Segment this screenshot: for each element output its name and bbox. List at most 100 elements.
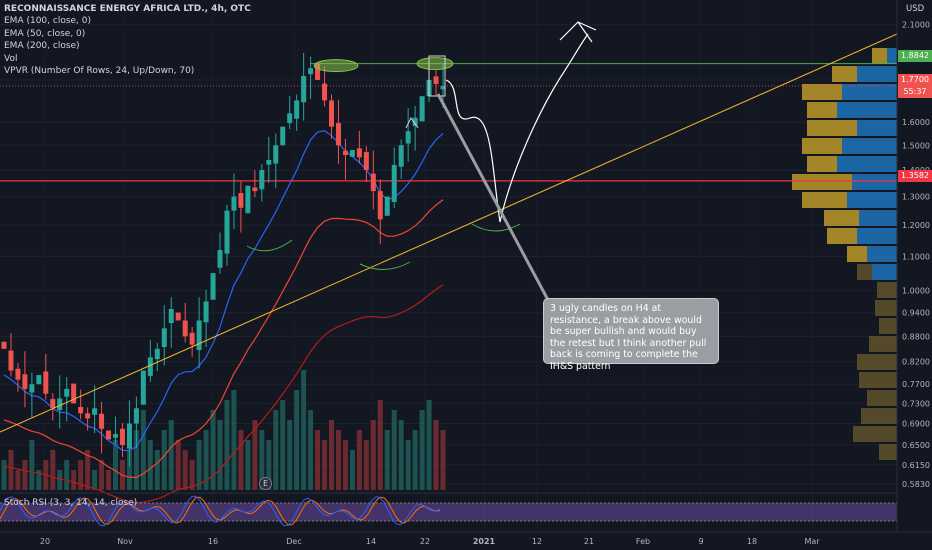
candle-body bbox=[391, 164, 397, 202]
volume-bar bbox=[238, 430, 244, 490]
candle-body bbox=[287, 113, 293, 124]
candle-body bbox=[57, 398, 63, 411]
candle-body bbox=[8, 350, 14, 371]
volume-bar bbox=[384, 430, 390, 490]
currency-label[interactable]: USD bbox=[906, 4, 925, 14]
vpvr-down-bar bbox=[802, 192, 847, 208]
volume-bar bbox=[29, 440, 35, 490]
time-tick-label: 22 bbox=[420, 537, 430, 546]
volume-bar bbox=[36, 470, 42, 490]
volume-bar bbox=[147, 440, 153, 490]
volume-bar bbox=[252, 420, 258, 490]
candle-body bbox=[245, 185, 251, 214]
volume-bar bbox=[287, 420, 293, 490]
candle-body bbox=[15, 368, 21, 380]
ema-lines bbox=[3, 130, 444, 504]
volume-bar bbox=[280, 400, 286, 490]
vpvr-up-bar bbox=[847, 192, 897, 208]
vpvr-up-bar bbox=[837, 156, 897, 172]
chart-legend: RECONNAISSANCE ENERGY AFRICA LTD., 4h, O… bbox=[4, 3, 251, 77]
candle-body bbox=[259, 170, 265, 190]
candle-body bbox=[342, 150, 348, 155]
volume-bar bbox=[57, 470, 63, 490]
support-price-tag: 1.3582 bbox=[898, 170, 932, 182]
head-curve bbox=[359, 261, 411, 270]
small-drawing bbox=[405, 117, 419, 129]
volume-bar bbox=[335, 430, 341, 490]
price-tick-label: 1.2000 bbox=[902, 221, 930, 230]
vpvr-down-bar bbox=[807, 102, 837, 118]
candle-body bbox=[405, 131, 411, 144]
symbol-title[interactable]: RECONNAISSANCE ENERGY AFRICA LTD., 4h, O… bbox=[4, 4, 251, 14]
vpvr-up-bar bbox=[842, 84, 897, 100]
volume-bar bbox=[133, 430, 139, 490]
volume-bar bbox=[175, 440, 181, 490]
volume-bar bbox=[433, 420, 439, 490]
candle-body bbox=[433, 76, 439, 84]
volume-bar bbox=[182, 450, 188, 490]
candle-body bbox=[412, 117, 418, 126]
volume-bar bbox=[50, 450, 56, 490]
vpvr-down-bar bbox=[792, 174, 852, 190]
vpvr-down-bar bbox=[872, 48, 887, 64]
stoch-rsi-label[interactable]: Stoch RSI (3, 3, 14, 14, close) bbox=[4, 498, 138, 508]
vpvr-down-bar bbox=[859, 372, 897, 388]
candle-body bbox=[440, 85, 446, 90]
indicator-ema50[interactable]: EMA (50, close, 0) bbox=[4, 28, 86, 39]
stoch-rsi-pane: 100.000.00 bbox=[0, 492, 930, 532]
candle-body bbox=[189, 332, 195, 345]
price-tick-label: 2.1000 bbox=[902, 21, 930, 30]
volume-bar bbox=[161, 430, 167, 490]
candle-body bbox=[224, 210, 230, 254]
annotation-callout[interactable]: 3 ugly candles on H4 at resistance, a br… bbox=[543, 298, 719, 372]
candle-body bbox=[315, 62, 321, 80]
earnings-event-badge[interactable]: E bbox=[259, 477, 272, 490]
indicator-vpvr[interactable]: VPVR (Number Of Rows, 24, Up/Down, 70) bbox=[4, 66, 195, 77]
volume-bar bbox=[266, 440, 272, 490]
volume-bar bbox=[140, 410, 146, 490]
rsi-band bbox=[0, 503, 897, 521]
price-tick-label: 1.5000 bbox=[902, 141, 930, 150]
vpvr-down-bar bbox=[802, 84, 842, 100]
indicator-volume[interactable]: Vol bbox=[4, 53, 18, 64]
volume-bar bbox=[15, 470, 21, 490]
ema200-line bbox=[3, 284, 444, 504]
vpvr-down-bar bbox=[879, 318, 897, 334]
volume-bar bbox=[322, 440, 328, 490]
volume-bar bbox=[8, 450, 14, 490]
candle-body bbox=[168, 308, 174, 323]
volume-bar bbox=[356, 430, 362, 490]
volume-bar bbox=[308, 410, 314, 490]
candle-body bbox=[217, 249, 223, 268]
vpvr-down-bar bbox=[847, 246, 867, 262]
indicator-ema200[interactable]: EMA (200, close) bbox=[4, 41, 80, 52]
volume-bar bbox=[106, 470, 112, 490]
candle-body bbox=[22, 374, 28, 389]
projection-arrow bbox=[559, 21, 597, 43]
volume-bar bbox=[294, 390, 300, 490]
time-tick-label: 16 bbox=[208, 537, 218, 546]
volume-bar bbox=[22, 460, 28, 490]
vpvr-up-bar bbox=[852, 174, 897, 190]
callout-pointer bbox=[436, 93, 550, 301]
volume-bar bbox=[315, 430, 321, 490]
rsi-k-line bbox=[0, 495, 441, 527]
ema50-line bbox=[3, 130, 444, 452]
indicator-ema100[interactable]: EMA (100, close, 0) bbox=[4, 16, 92, 27]
candle-body bbox=[231, 196, 237, 211]
vpvr-down-bar bbox=[824, 210, 859, 226]
time-tick-label: 18 bbox=[747, 537, 757, 546]
candle-body bbox=[154, 348, 160, 360]
volume-bar bbox=[64, 460, 70, 490]
price-tick-label: 1.0000 bbox=[902, 287, 930, 296]
volume-bar bbox=[391, 410, 397, 490]
volume-bar bbox=[370, 420, 376, 490]
candle-body bbox=[85, 413, 91, 419]
volume-bar bbox=[154, 450, 160, 490]
vpvr-down-bar bbox=[832, 66, 857, 82]
candle-body bbox=[99, 413, 105, 429]
price-tick-label: 0.8200 bbox=[902, 358, 930, 367]
shoulder-curve-left bbox=[246, 239, 293, 252]
volume-bar bbox=[329, 420, 335, 490]
